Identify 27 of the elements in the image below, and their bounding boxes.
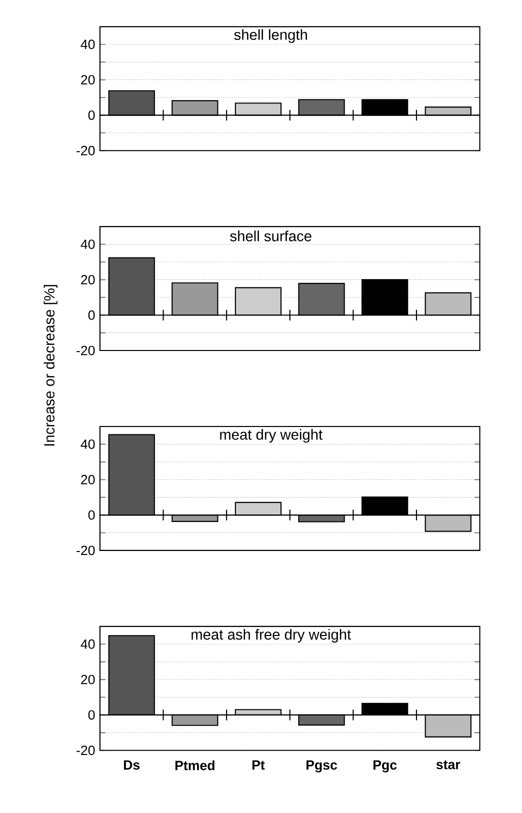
y-tick-label: 40 xyxy=(80,240,95,249)
x-tick-label: star xyxy=(436,760,460,770)
y-tick-label: 20 xyxy=(80,674,95,684)
x-tick-label: Pt xyxy=(252,760,265,770)
x-tick-label: Pgsc xyxy=(306,760,337,772)
chart-title: shell surface xyxy=(230,230,312,242)
y-tick-label: 20 xyxy=(80,75,95,84)
x-tick-label: Pgc xyxy=(373,760,396,772)
x-tick-label: Ptmed xyxy=(175,760,214,770)
y-tick-label: 0 xyxy=(88,710,95,720)
y-tick-label: 20 xyxy=(80,474,95,484)
chart-title: shell length xyxy=(234,29,307,43)
y-tick-label: 40 xyxy=(80,439,95,449)
y-tick-label: -20 xyxy=(76,346,95,356)
chart-title: meat ash free dry weight xyxy=(191,628,351,643)
y-tick-label: -20 xyxy=(76,746,95,756)
y-tick-label: 40 xyxy=(80,40,95,50)
y-tick-label: 40 xyxy=(80,639,95,649)
chart-title: meat dry weight xyxy=(220,429,322,443)
y-axis-title: Increase or decrease [%] xyxy=(44,284,58,446)
y-tick-label: 0 xyxy=(88,310,95,320)
y-tick-label: -20 xyxy=(76,546,95,556)
x-tick-label: Ds xyxy=(124,760,140,770)
y-tick-label: 20 xyxy=(80,274,95,284)
y-tick-label: 0 xyxy=(88,510,95,520)
y-tick-label: -20 xyxy=(76,146,95,156)
y-tick-label: 0 xyxy=(88,110,95,120)
